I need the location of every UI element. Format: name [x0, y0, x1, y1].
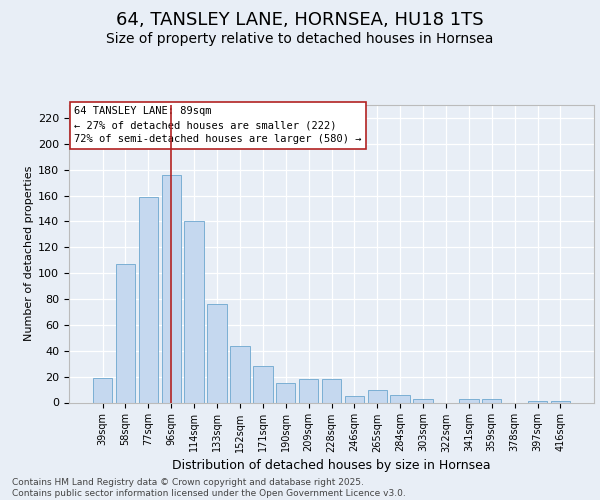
X-axis label: Distribution of detached houses by size in Hornsea: Distribution of detached houses by size …: [172, 458, 491, 471]
Bar: [299, 379, 319, 402]
Bar: [116, 264, 135, 402]
Bar: [208, 304, 227, 402]
Bar: [528, 401, 547, 402]
Text: 64 TANSLEY LANE: 89sqm
← 27% of detached houses are smaller (222)
72% of semi-de: 64 TANSLEY LANE: 89sqm ← 27% of detached…: [74, 106, 362, 144]
Text: Contains HM Land Registry data © Crown copyright and database right 2025.
Contai: Contains HM Land Registry data © Crown c…: [12, 478, 406, 498]
Text: 64, TANSLEY LANE, HORNSEA, HU18 1TS: 64, TANSLEY LANE, HORNSEA, HU18 1TS: [116, 11, 484, 29]
Bar: [482, 398, 502, 402]
Text: Size of property relative to detached houses in Hornsea: Size of property relative to detached ho…: [106, 32, 494, 46]
Bar: [344, 396, 364, 402]
Y-axis label: Number of detached properties: Number of detached properties: [24, 166, 34, 342]
Bar: [413, 398, 433, 402]
Bar: [161, 175, 181, 402]
Bar: [459, 398, 479, 402]
Bar: [368, 390, 387, 402]
Bar: [253, 366, 272, 402]
Bar: [322, 379, 341, 402]
Bar: [93, 378, 112, 402]
Bar: [184, 222, 204, 402]
Bar: [139, 197, 158, 402]
Bar: [391, 394, 410, 402]
Bar: [551, 401, 570, 402]
Bar: [276, 383, 295, 402]
Bar: [230, 346, 250, 403]
